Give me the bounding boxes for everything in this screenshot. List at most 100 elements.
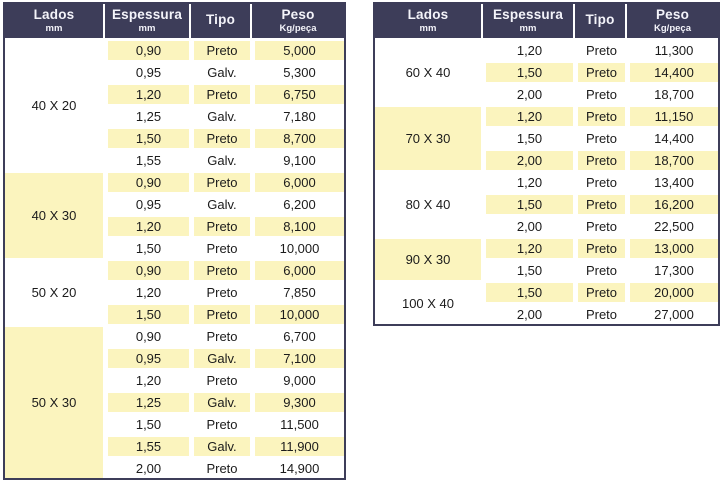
peso-cell: 10,000	[250, 302, 344, 324]
tipo-cell: Preto	[573, 302, 625, 324]
column-header-label: Espessura	[492, 6, 564, 22]
table-row: 1,20 Preto 7,850	[5, 280, 344, 302]
espessura-cell: 1,20	[481, 104, 573, 126]
espessura-cell: 0,95	[103, 60, 189, 82]
tipo-cell: Preto	[189, 170, 250, 192]
espessura-cell: 1,25	[103, 104, 189, 126]
espessura-cell: 1,50	[103, 302, 189, 324]
peso-cell: 6,200	[250, 192, 344, 214]
peso-cell: 14,400	[625, 60, 718, 82]
table-row: 1,25 Galv. 7,180	[5, 104, 344, 126]
peso-cell: 9,300	[250, 390, 344, 412]
column-header-unit: Kg/peça	[654, 22, 691, 34]
peso-cell: 13,000	[625, 236, 718, 258]
table-row: 2,00 Preto 22,500	[375, 214, 718, 236]
table-row: 50 X 20 0,90 Preto 6,000	[5, 258, 344, 324]
peso-cell: 7,850	[250, 280, 344, 302]
espessura-cell: 2,00	[481, 302, 573, 324]
tipo-cell: Preto	[573, 82, 625, 104]
table-row: 2,00 Preto 18,700	[375, 82, 718, 104]
tipo-cell: Preto	[189, 126, 250, 148]
table-row: 1,50 Preto 8,700	[5, 126, 344, 148]
tipo-cell: Preto	[189, 258, 250, 280]
espessura-cell: 1,50	[103, 126, 189, 148]
spec-table-right-wrap: Lados mm Espessura mm Tipo Peso Kg/peça 60 X 4…	[373, 2, 720, 326]
spec-table-left-header: Lados mm Espessura mm Tipo Peso Kg/peça	[5, 4, 344, 38]
table-row: 1,50 Preto 16,200	[375, 192, 718, 214]
spec-table-left-body: 40 X 20 0,90 Preto 5,000 0,95 Galv. 5,300 1,20 P…	[5, 38, 344, 478]
espessura-cell: 0,90	[103, 38, 189, 60]
peso-cell: 13,400	[625, 170, 718, 192]
tipo-cell: Preto	[573, 104, 625, 126]
table-row: 1,25 Galv. 9,300	[5, 390, 344, 412]
column-header-lados: Lados mm	[375, 4, 481, 38]
peso-cell: 22,500	[625, 214, 718, 236]
peso-cell: 9,000	[250, 368, 344, 390]
column-header-label: Lados	[33, 6, 75, 22]
spec-table-right-header: Lados mm Espessura mm Tipo Peso Kg/peça	[375, 4, 718, 38]
lados-group-cell: 90 X 30	[375, 236, 481, 280]
espessura-cell: 1,25	[103, 390, 189, 412]
table-row: 2,00 Preto 14,900	[5, 456, 344, 478]
tipo-cell: Preto	[189, 214, 250, 236]
tipo-cell: Galv.	[189, 148, 250, 170]
table-row: 0,95 Galv. 6,200	[5, 192, 344, 214]
peso-cell: 11,500	[250, 412, 344, 434]
table-row: 90 X 30 1,20 Preto 13,000	[375, 236, 718, 280]
espessura-cell: 1,50	[103, 236, 189, 258]
lados-group-cell: 100 X 40	[375, 280, 481, 324]
column-header-label: Espessura	[111, 6, 183, 22]
lados-group-cell: 60 X 40	[375, 38, 481, 104]
espessura-cell: 1,50	[481, 126, 573, 148]
tipo-cell: Preto	[573, 148, 625, 170]
espessura-cell: 2,00	[481, 214, 573, 236]
tipo-cell: Preto	[189, 302, 250, 324]
table-row: 100 X 40 1,50 Preto 20,000	[375, 280, 718, 324]
peso-cell: 18,700	[625, 82, 718, 104]
espessura-cell: 0,95	[103, 192, 189, 214]
espessura-cell: 1,50	[481, 192, 573, 214]
column-header-lados: Lados mm	[5, 4, 103, 38]
column-header-tipo: Tipo	[573, 4, 625, 38]
tipo-cell: Galv.	[189, 390, 250, 412]
espessura-cell: 1,50	[481, 280, 573, 302]
tipo-cell: Preto	[573, 126, 625, 148]
column-header-unit: mm	[419, 22, 437, 34]
table-row: 1,20 Preto 6,750	[5, 82, 344, 104]
column-header-unit: mm	[45, 22, 63, 34]
table-row: 80 X 40 1,20 Preto 13,400	[375, 170, 718, 236]
tipo-cell: Preto	[573, 170, 625, 192]
tipo-cell: Preto	[189, 456, 250, 478]
table-row: 0,95 Galv. 7,100	[5, 346, 344, 368]
table-row: 2,00 Preto 18,700	[375, 148, 718, 170]
table-row: 1,50 Preto 14,400	[375, 126, 718, 148]
spec-table-right-body: 60 X 40 1,20 Preto 11,300 1,50 Preto 14,400 2,0…	[375, 38, 718, 324]
lados-group-cell: 70 X 30	[375, 104, 481, 170]
espessura-cell: 0,90	[103, 170, 189, 192]
espessura-cell: 1,50	[481, 258, 573, 280]
espessura-cell: 1,20	[103, 280, 189, 302]
peso-cell: 7,100	[250, 346, 344, 368]
peso-cell: 14,900	[250, 456, 344, 478]
peso-cell: 9,100	[250, 148, 344, 170]
peso-cell: 8,100	[250, 214, 344, 236]
peso-cell: 8,700	[250, 126, 344, 148]
peso-cell: 6,000	[250, 258, 344, 280]
column-header-label: Tipo	[205, 12, 236, 28]
espessura-cell: 1,55	[103, 434, 189, 456]
espessura-cell: 2,00	[481, 148, 573, 170]
lados-group-cell: 50 X 30	[5, 324, 103, 478]
tipo-cell: Preto	[189, 280, 250, 302]
tipo-cell: Preto	[189, 236, 250, 258]
peso-cell: 11,900	[250, 434, 344, 456]
header-row: Lados mm Espessura mm Tipo Peso Kg/peça	[5, 4, 344, 38]
table-row: 1,20 Preto 9,000	[5, 368, 344, 390]
espessura-cell: 2,00	[481, 82, 573, 104]
tipo-cell: Preto	[573, 258, 625, 280]
peso-cell: 18,700	[625, 148, 718, 170]
table-row: 60 X 40 1,20 Preto 11,300	[375, 38, 718, 104]
tipo-cell: Galv.	[189, 60, 250, 82]
espessura-cell: 0,90	[103, 258, 189, 280]
tipo-cell: Preto	[573, 60, 625, 82]
column-header-espessura: Espessura mm	[481, 4, 573, 38]
